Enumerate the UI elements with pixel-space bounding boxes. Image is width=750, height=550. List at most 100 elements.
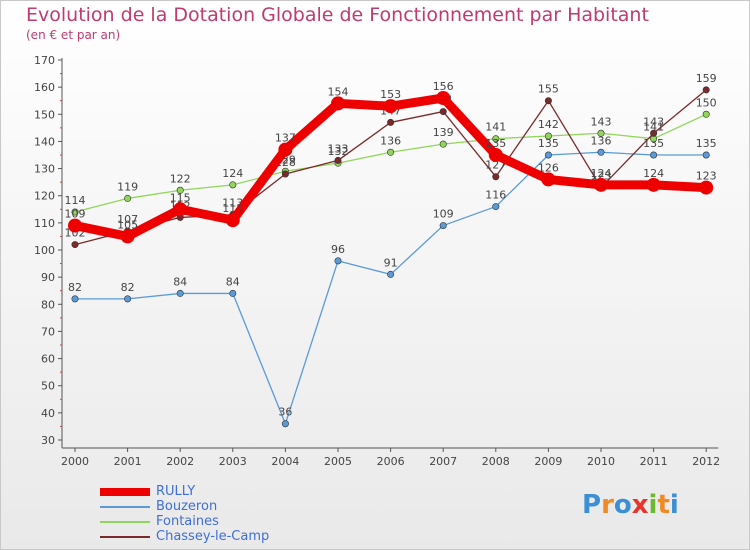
point-chassey-le-camp-2012 [702,86,710,94]
data-label-rully-2000: 109 [65,208,86,221]
data-label-rully-2004: 137 [275,132,296,145]
x-tick-label-2009: 2009 [534,455,562,468]
y-tick-label-110: 110 [34,217,55,230]
point-bouzeron-2009 [544,151,552,159]
point-bouzeron-2005 [334,257,342,265]
y-tick-label-100: 100 [34,244,55,257]
legend-label-fontaines: Fontaines [156,514,219,529]
data-label-chassey-le-camp-2012: 159 [696,72,717,85]
point-chassey-le-camp-2011 [650,129,658,137]
data-label-rully-2003: 111 [222,202,243,215]
point-fontaines-2012 [702,110,710,118]
legend-swatch-rully [100,488,150,496]
point-chassey-le-camp-2006 [387,118,395,126]
y-tick-label-30: 30 [41,434,55,447]
data-label-fontaines-2001: 119 [117,180,138,193]
data-label-bouzeron-2008: 116 [485,189,506,202]
point-rully-2011 [646,177,661,192]
point-rully-2000 [68,218,82,233]
data-label-fontaines-2005: 132 [328,145,349,158]
logo-letter-6: i [669,490,679,520]
data-label-fontaines-2012: 150 [696,96,717,109]
x-tick-label-2007: 2007 [429,455,457,468]
point-fontaines-2003 [229,181,237,189]
legend-swatch-fontaines [100,521,150,523]
point-bouzeron-2006 [387,270,395,278]
point-rully-2003 [225,213,240,228]
point-bouzeron-2012 [702,151,710,159]
series-bouzeron: 82 82 84 84 36 96 91 109 116 135 136 135 135 [68,134,717,428]
point-rully-2008 [488,148,503,162]
point-bouzeron-2008 [492,203,500,211]
data-label-chassey-le-camp-2010: 123 [591,170,612,183]
point-chassey-le-camp-2007 [439,108,447,116]
point-fontaines-2006 [387,148,395,156]
data-label-bouzeron-2003: 84 [226,275,240,288]
y-tick-label-170: 170 [34,54,55,67]
point-rully-2001 [120,229,135,244]
y-tick-label-120: 120 [34,190,55,203]
data-label-fontaines-2008: 141 [485,121,506,134]
x-tick-label-2010: 2010 [587,455,615,468]
data-label-bouzeron-2000: 82 [68,281,82,294]
data-label-bouzeron-2006: 91 [384,256,398,269]
data-label-fontaines-2011: 141 [643,121,664,134]
x-tick-label-2006: 2006 [377,455,405,468]
data-label-rully-2001: 105 [117,218,138,231]
data-label-bouzeron-2004: 36 [278,406,292,419]
data-label-rully-2006: 153 [380,88,401,101]
data-label-bouzeron-2011: 135 [643,137,664,150]
logo-letter-3: x [631,490,649,520]
data-label-bouzeron-2010: 136 [591,134,612,147]
point-rully-2010 [594,177,608,192]
point-bouzeron-2011 [650,151,658,159]
point-fontaines-2010 [597,129,605,137]
x-tick-label-2001: 2001 [114,455,142,468]
data-label-bouzeron-2007: 109 [433,208,454,221]
data-label-rully-2005: 154 [328,85,349,98]
x-tick-label-2005: 2005 [324,455,352,468]
proxiti-logo: Proxiti [582,490,679,520]
point-bouzeron-2000 [71,295,79,303]
point-bouzeron-2007 [439,222,447,230]
x-tick-label-2003: 2003 [219,455,247,468]
logo-letter-1: r [601,490,614,520]
y-tick-label-40: 40 [41,407,55,420]
y-tick-label-50: 50 [41,380,55,393]
legend-label-chassey-le-camp: Chassey-le-Camp [156,529,270,544]
x-tick-label-2008: 2008 [482,455,510,468]
point-rully-2006 [383,99,398,114]
y-tick-label-60: 60 [41,353,55,366]
legend-swatch-chassey-le-camp [100,536,150,538]
point-rully-2004 [278,142,293,157]
data-label-fontaines-2002: 122 [170,172,191,185]
data-label-bouzeron-2002: 84 [173,275,187,288]
point-chassey-le-camp-2000 [71,241,79,249]
point-bouzeron-2010 [597,148,605,156]
logo-letter-4: i [648,490,658,520]
data-label-rully-2008: 135 [485,137,506,150]
point-fontaines-2000 [71,208,79,216]
data-label-fontaines-2007: 139 [433,126,454,139]
point-rully-2012 [699,180,714,195]
chart-subtitle: (en € et par an) [26,28,121,42]
y-tick-label-140: 140 [34,135,55,148]
data-label-fontaines-2000: 114 [65,194,86,207]
point-fontaines-2009 [544,132,552,140]
data-label-bouzeron-2012: 135 [696,137,717,150]
x-tick-label-2012: 2012 [692,455,720,468]
y-tick-label-70: 70 [41,325,55,338]
x-tick-label-2011: 2011 [640,455,668,468]
point-bouzeron-2002 [176,289,184,297]
data-label-chassey-le-camp-2001: 107 [117,213,138,226]
data-label-fontaines-2006: 136 [380,134,401,147]
data-label-chassey-le-camp-2011: 143 [643,115,664,128]
point-bouzeron-2004 [281,420,289,428]
logo-letter-2: o [613,490,632,520]
y-tick-label-150: 150 [34,108,55,121]
point-chassey-le-camp-2009 [544,97,552,105]
